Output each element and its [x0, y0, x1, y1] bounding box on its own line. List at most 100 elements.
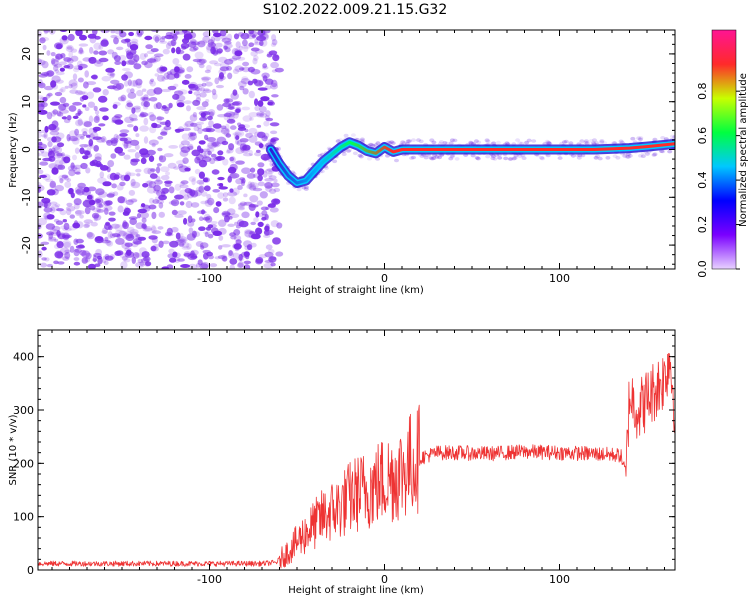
noise-blob — [106, 240, 114, 247]
ridge-fringe — [511, 156, 517, 161]
ridge-fringe — [591, 141, 596, 145]
noise-blob — [161, 187, 170, 194]
noise-blob — [81, 95, 89, 101]
noise-blob — [143, 117, 149, 126]
noise-blob — [100, 39, 109, 47]
noise-blob — [207, 233, 214, 239]
noise-blob — [243, 264, 251, 269]
noise-blob — [233, 33, 240, 40]
ridge-fringe — [512, 156, 518, 160]
noise-blob — [267, 170, 273, 178]
noise-blob — [104, 207, 109, 215]
ridge-fringe — [490, 156, 496, 161]
noise-blob — [161, 266, 170, 269]
noise-blob — [238, 67, 245, 71]
noise-blob — [239, 201, 247, 207]
ridge-core — [269, 140, 675, 185]
noise-blob — [77, 91, 86, 95]
ridge-fringe — [652, 137, 658, 142]
noise-blob — [53, 243, 61, 250]
noise-blob — [86, 231, 93, 238]
noise-blob — [113, 174, 120, 180]
noise-blob — [229, 264, 235, 269]
noise-blob — [79, 214, 84, 219]
noise-blob — [60, 53, 66, 59]
noise-blob — [114, 224, 123, 232]
noise-blob — [219, 30, 227, 37]
ridge-fringe — [597, 156, 603, 161]
noise-blob — [126, 40, 132, 48]
noise-blob — [38, 109, 48, 115]
noise-blob — [139, 112, 149, 117]
noise-blob — [107, 49, 115, 55]
noise-blob — [178, 165, 189, 173]
noise-blob — [93, 252, 102, 258]
noise-blob — [257, 100, 264, 107]
noise-blob — [40, 241, 50, 245]
colorbar-ticks: 0.0 0.2 0.4 0.6 0.8 — [696, 82, 740, 278]
noise-blob — [229, 172, 240, 179]
noise-blob — [218, 219, 227, 227]
noise-blob — [196, 124, 203, 129]
noise-blob — [104, 255, 114, 261]
noise-blob — [58, 103, 67, 111]
noise-blob — [251, 34, 257, 39]
noise-blob — [111, 183, 117, 189]
noise-blob — [58, 88, 64, 93]
noise-blob — [45, 223, 56, 230]
noise-blob — [206, 144, 213, 150]
noise-blob — [254, 131, 264, 138]
noise-blob — [98, 204, 104, 208]
noise-blob — [82, 155, 89, 160]
noise-blob — [270, 42, 277, 47]
noise-blob — [254, 98, 259, 106]
noise-blob — [95, 205, 102, 214]
ridge-fringe — [335, 139, 341, 143]
noise-blob — [225, 111, 236, 118]
noise-blob — [128, 31, 135, 37]
noise-blob — [102, 181, 112, 187]
noise-blob — [156, 74, 165, 82]
noise-blob — [66, 63, 74, 70]
noise-blob — [269, 207, 279, 213]
noise-blob — [55, 220, 64, 225]
noise-blob — [125, 143, 132, 149]
noise-blob — [66, 202, 73, 207]
noise-blob — [254, 80, 264, 87]
noise-blob — [188, 31, 197, 39]
noise-blob — [163, 125, 172, 131]
noise-blob — [270, 262, 276, 267]
noise-blob — [149, 114, 157, 122]
noise-blob — [168, 186, 175, 194]
noise-blob — [107, 85, 117, 90]
noise-blob — [63, 57, 72, 62]
noise-blob — [140, 203, 146, 208]
noise-blob — [140, 157, 147, 165]
noise-blob — [86, 91, 95, 99]
noise-blob — [38, 31, 42, 38]
ridge-fringe — [602, 141, 608, 145]
noise-blob — [201, 101, 209, 108]
noise-blob — [41, 257, 47, 261]
noise-blob — [51, 225, 61, 232]
noise-blob — [122, 221, 129, 230]
noise-blob — [123, 154, 131, 160]
ridge-fringe — [507, 157, 513, 161]
noise-blob — [231, 55, 242, 60]
noise-blob — [79, 47, 84, 54]
noise-blob — [68, 105, 77, 112]
noise-blob — [264, 85, 272, 90]
noise-blob — [172, 251, 178, 258]
ridge-fringe — [390, 141, 396, 145]
noise-blob — [230, 92, 239, 100]
noise-blob — [61, 240, 72, 248]
noise-blob — [66, 189, 73, 194]
noise-blob — [229, 112, 239, 116]
noise-blob — [134, 252, 144, 258]
noise-blob — [142, 227, 153, 232]
y-tick-label: 20 — [20, 47, 33, 61]
noise-blob — [158, 240, 164, 248]
noise-blob — [237, 127, 247, 131]
noise-blob — [194, 168, 201, 175]
noise-blob — [217, 176, 225, 181]
